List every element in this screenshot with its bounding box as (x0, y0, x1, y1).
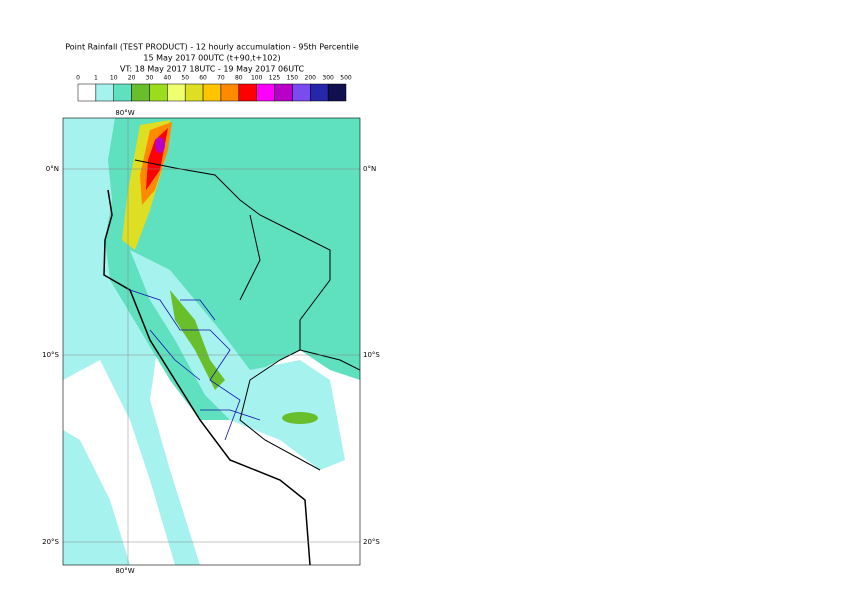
legend-swatch (274, 83, 293, 102)
rain-east (282, 412, 318, 424)
lat-label: 0°N (46, 165, 59, 173)
title: Point Rainfall (TEST PRODUCT) - 12 hourl… (65, 43, 359, 52)
legend-label: 200 (305, 75, 317, 82)
legend-swatch (256, 83, 275, 102)
lat-label: 20°S (42, 538, 59, 546)
legend-label: 100 (251, 75, 263, 82)
rain-andes (170, 290, 225, 390)
map-frame (62, 117, 361, 566)
legend-swatch (202, 83, 222, 102)
legend-swatch (238, 83, 257, 102)
legend-label: 60 (199, 75, 207, 82)
legend-swatch (327, 83, 347, 102)
legend-swatch (113, 83, 132, 102)
dry-sea (63, 360, 175, 565)
legend-swatch (167, 83, 186, 102)
run-info: 15 May 2017 00UTC (t+90,t+102) (143, 54, 280, 63)
legend-swatch (131, 83, 150, 102)
lat-label: 10°S (42, 351, 59, 359)
rain-moderate (105, 118, 360, 420)
legend-label: 150 (287, 75, 299, 82)
valid-time: VT: 18 May 2017 18UTC - 19 May 2017 06UT… (120, 65, 305, 74)
lon-label: 80°W (115, 109, 134, 117)
rain-peak (155, 137, 165, 153)
legend-label: 500 (340, 75, 352, 82)
legend-swatch (77, 83, 97, 102)
legend-swatch (292, 83, 311, 102)
legend-swatch (220, 83, 240, 102)
legend-label: 0 (76, 75, 80, 82)
legend-label: 50 (181, 75, 189, 82)
lat-label: 0°N (363, 165, 376, 173)
lat-label: 20°S (363, 538, 380, 546)
legend: 0 1 10 20 30 40 50 60 70 80 100 125 150 200 300 500 (76, 75, 352, 102)
legend-swatch (184, 83, 204, 102)
country-borders (134, 159, 360, 471)
region-borders (129, 289, 261, 441)
legend-label: 10 (110, 75, 118, 82)
legend-label: 1 (94, 75, 98, 82)
legend-label: 70 (217, 75, 225, 82)
legend-label: 80 (235, 75, 243, 82)
legend-swatch (310, 83, 329, 102)
legend-label: 40 (164, 75, 172, 82)
map (63, 118, 360, 565)
lon-label: 80°W (115, 567, 134, 575)
legend-swatch (149, 83, 168, 102)
legend-swatch (95, 83, 114, 102)
legend-label: 20 (128, 75, 136, 82)
legend-label: 300 (322, 75, 334, 82)
coastline (103, 189, 311, 565)
legend-label: 30 (146, 75, 154, 82)
legend-label: 125 (269, 75, 281, 82)
lat-label: 10°S (363, 351, 380, 359)
